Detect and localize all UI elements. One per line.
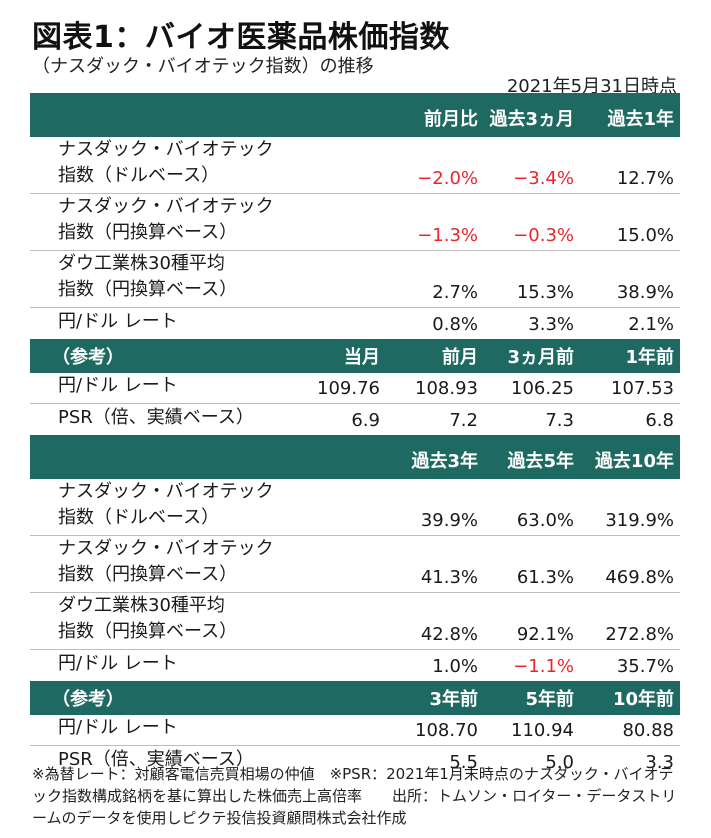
column-header: 当月: [290, 338, 386, 373]
cell-value: 39.9%: [386, 479, 484, 536]
row-label: 円/ドル レート: [58, 652, 178, 674]
cell-value: 2.1%: [628, 313, 674, 335]
cell-value: 63.0%: [484, 479, 580, 536]
column-header: 前月比: [386, 93, 484, 137]
header-blank: [30, 435, 290, 479]
header-blank: [290, 435, 386, 479]
cell-value: 80.88: [580, 714, 680, 746]
column-header: 過去5年: [484, 435, 580, 479]
header-blank: [30, 93, 290, 137]
column-header: 前月: [386, 338, 484, 373]
page-subtitle: （ナスダック・バイオテック指数）の推移: [32, 56, 374, 77]
cell-value: −0.3%: [484, 193, 580, 251]
cell-value: 6.8: [645, 409, 674, 431]
cell-value: 38.9%: [580, 250, 680, 308]
cell-value: 12.7%: [580, 137, 680, 194]
table-row: 円/ドル レート 108.70 110.94 80.88: [30, 714, 680, 746]
row-label: ナスダック・バイオテック 指数（ドルベース）: [30, 137, 290, 194]
cell-value: 42.8%: [386, 592, 484, 650]
page-title: 図表1：バイオ医薬品株価指数: [32, 20, 450, 55]
column-header: 5年前: [484, 680, 580, 715]
cell-value: 15.0%: [580, 193, 680, 251]
reference-label: （参考）: [30, 680, 290, 715]
cell-value: 5.5: [449, 751, 478, 773]
header-blank: [290, 93, 386, 137]
reference-header-row: （参考） 3年前 5年前 10年前: [30, 680, 680, 715]
cell-value: 272.8%: [580, 592, 680, 650]
cell-value: 0.8%: [432, 313, 478, 335]
table-row: 円/ドル レート 0.8% 3.3% 2.1%: [30, 308, 680, 339]
performance-table-short-term: 前月比 過去3ヵ月 過去1年 ナスダック・バイオテック 指数（ドルベース） −2.…: [30, 93, 680, 435]
column-header: 過去10年: [580, 435, 680, 479]
cell-value: 3.3: [645, 751, 674, 773]
cell-value: 15.3%: [484, 250, 580, 308]
row-label: 円/ドル レート: [58, 310, 178, 332]
cell-value: 319.9%: [580, 479, 680, 536]
cell-value: 469.8%: [580, 535, 680, 593]
table-row: PSR（倍、実績ベース） 6.9 7.2 7.3 6.8: [30, 404, 680, 435]
column-header: 3ヵ月前: [484, 338, 580, 373]
table-row: ダウ工業株30種平均 指数（円換算ベース） 42.8% 92.1% 272.8%: [30, 592, 680, 650]
table-row: ナスダック・バイオテック 指数（ドルベース） −2.0% −3.4% 12.7%: [30, 137, 680, 194]
cell-value: −1.1%: [513, 655, 574, 677]
cell-value: 6.9: [351, 409, 380, 431]
table-row: 円/ドル レート 109.76 108.93 106.25 107.53: [30, 372, 680, 404]
cell-value: −1.3%: [386, 193, 484, 251]
column-header: 1年前: [580, 338, 680, 373]
row-label: ナスダック・バイオテック 指数（円換算ベース）: [30, 193, 290, 251]
cell-value: 109.76: [290, 372, 386, 404]
cell-value: 107.53: [580, 372, 680, 404]
row-label: ダウ工業株30種平均 指数（円換算ベース）: [30, 592, 290, 650]
cell-value: 2.7%: [386, 250, 484, 308]
table-row: 円/ドル レート 1.0% −1.1% 35.7%: [30, 650, 680, 681]
row-label: PSR（倍、実績ベース）: [58, 748, 254, 770]
table-row: PSR（倍、実績ベース） 5.5 5.0 3.3: [30, 746, 680, 777]
cell-value: 1.0%: [432, 655, 478, 677]
reference-label: （参考）: [30, 338, 290, 373]
cell-value: 106.25: [484, 372, 580, 404]
cell-value: 108.93: [386, 372, 484, 404]
column-header: 過去3年: [386, 435, 484, 479]
cell-value: 61.3%: [484, 535, 580, 593]
table-row: ダウ工業株30種平均 指数（円換算ベース） 2.7% 15.3% 38.9%: [30, 250, 680, 308]
cell-value: 35.7%: [616, 655, 674, 677]
row-label: ナスダック・バイオテック 指数（円換算ベース）: [30, 535, 290, 593]
performance-table-long-term: 過去3年 過去5年 過去10年 ナスダック・バイオテック 指数（ドルベース） 39…: [30, 435, 680, 777]
cell-value: −3.4%: [484, 137, 580, 194]
row-label: 円/ドル レート: [30, 714, 290, 746]
table-row: ナスダック・バイオテック 指数（円換算ベース） −1.3% −0.3% 15.0%: [30, 193, 680, 251]
row-label: 円/ドル レート: [30, 372, 290, 404]
column-header: 過去3ヵ月: [484, 93, 580, 137]
row-label: PSR（倍、実績ベース）: [58, 406, 254, 428]
as-of-date: 2021年5月31日時点: [506, 76, 677, 97]
cell-value: 108.70: [386, 714, 484, 746]
column-header: 3年前: [386, 680, 484, 715]
row-label: ナスダック・バイオテック 指数（ドルベース）: [30, 479, 290, 536]
table-header-row: 前月比 過去3ヵ月 過去1年: [30, 93, 680, 137]
cell-value: 7.3: [545, 409, 574, 431]
row-label: ダウ工業株30種平均 指数（円換算ベース）: [30, 250, 290, 308]
table-row: ナスダック・バイオテック 指数（円換算ベース） 41.3% 61.3% 469.8…: [30, 535, 680, 593]
table-row: ナスダック・バイオテック 指数（ドルベース） 39.9% 63.0% 319.9%: [30, 479, 680, 536]
cell-value: 5.0: [545, 751, 574, 773]
cell-value: 3.3%: [528, 313, 574, 335]
cell-value: 92.1%: [484, 592, 580, 650]
footnote: ※為替レート：対顧客電信売買相場の仲値 ※PSR：2021年1月末時点のナスダッ…: [32, 765, 677, 827]
cell-value: −2.0%: [386, 137, 484, 194]
table-header-row: 過去3年 過去5年 過去10年: [30, 435, 680, 479]
column-header: 10年前: [580, 680, 680, 715]
cell-value: 7.2: [449, 409, 478, 431]
cell-value: 41.3%: [386, 535, 484, 593]
reference-header-row: （参考） 当月 前月 3ヵ月前 1年前: [30, 338, 680, 373]
cell-value: 110.94: [484, 714, 580, 746]
column-header: 過去1年: [580, 93, 680, 137]
